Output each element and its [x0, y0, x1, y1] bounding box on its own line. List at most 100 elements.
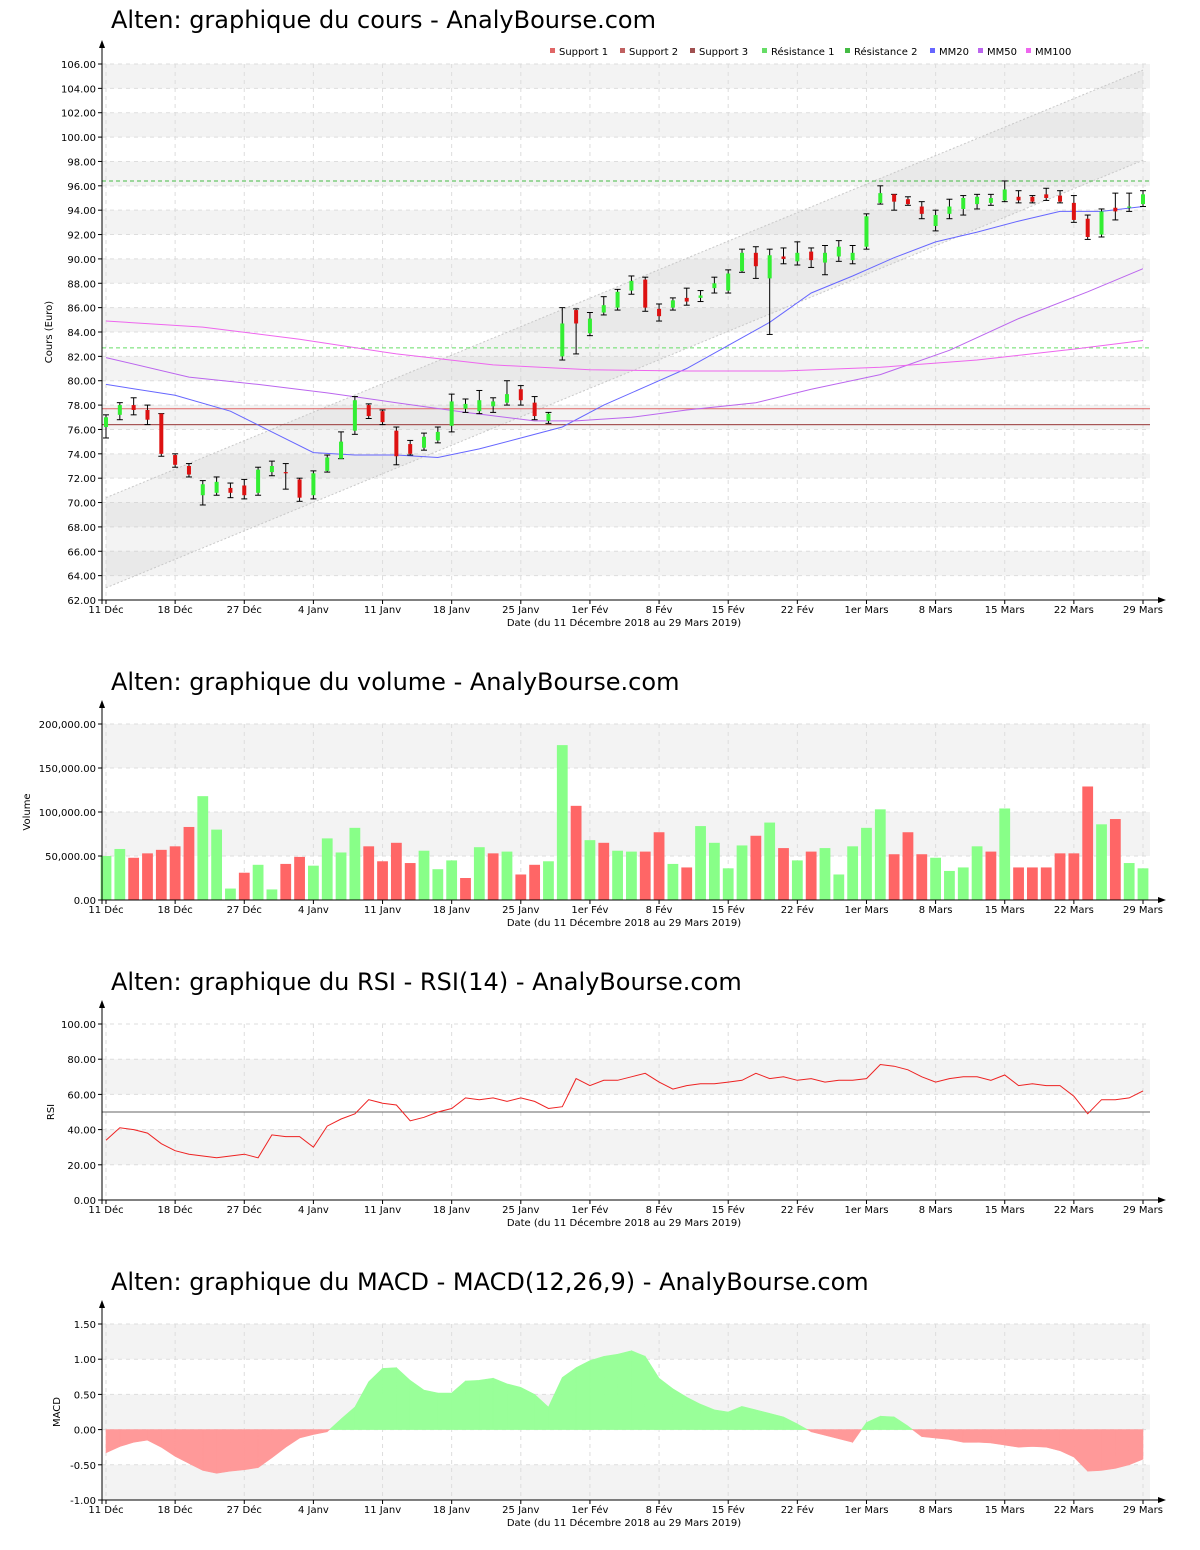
volume-x-tick-label: 22 Fév: [781, 904, 814, 916]
volume-bar: [847, 846, 859, 900]
rsi-x-tick-label: 15 Fév: [712, 1204, 745, 1216]
price-y-tick-label: 66.00: [67, 547, 96, 558]
volume-bar: [100, 856, 112, 900]
volume-bar: [667, 863, 679, 900]
volume-x-tick-label: 1er Fév: [571, 904, 608, 916]
rsi-x-tick-label: 25 Janv: [502, 1205, 539, 1216]
price-y-tick-label: 70.00: [67, 499, 96, 510]
candle: [614, 288, 621, 311]
volume-y-tick-label: 50,000.00: [45, 852, 96, 863]
price-x-tick-label: 15 Fév: [712, 604, 745, 616]
volume-bar: [1109, 819, 1121, 900]
candle-body: [850, 252, 855, 261]
volume-bar: [501, 851, 513, 900]
volume-y-axis-label: Volume: [22, 793, 33, 830]
volume-grid-band: [102, 724, 1150, 768]
volume-bar: [778, 848, 789, 900]
volume-bar: [515, 874, 527, 900]
candle: [1070, 195, 1077, 223]
mm20-line: [105, 206, 1144, 459]
rsi-x-tick-label: 22 Fév: [781, 1204, 814, 1216]
volume-x-tick-label: 29 Mars: [1123, 905, 1163, 916]
volume-bar: [612, 850, 623, 900]
volume-x-axis-label: Date (du 11 Décembre 2018 au 29 Mars 201…: [507, 917, 741, 929]
candle: [697, 290, 704, 303]
candle-body: [352, 400, 357, 431]
candle: [1029, 195, 1036, 204]
candle: [725, 269, 732, 294]
volume-bar: [1026, 867, 1038, 900]
candle-body: [173, 455, 178, 465]
macd-x-tick-label: 11 Déc: [88, 1504, 123, 1516]
candle: [296, 477, 303, 502]
candle: [656, 303, 663, 322]
rsi-x-tick-label: 11 Déc: [88, 1204, 123, 1216]
candle-body: [504, 394, 509, 403]
price-x-tick-label: 29 Mars: [1123, 605, 1163, 616]
candle: [849, 245, 856, 265]
volume-bar: [1123, 863, 1135, 900]
candle: [255, 466, 262, 496]
candle-body: [269, 466, 274, 473]
candle: [1098, 208, 1105, 238]
price-x-tick-label: 4 Janv: [298, 605, 329, 616]
price-y-tick-label: 76.00: [67, 425, 96, 436]
candle-body: [781, 256, 786, 259]
candle: [421, 432, 428, 451]
candle: [503, 380, 510, 406]
volume-bar: [460, 878, 471, 900]
candle: [600, 296, 607, 316]
rsi-x-tick-label: 1er Mars: [845, 1205, 889, 1216]
candle-body: [767, 255, 772, 279]
price-x-tick-label: 18 Déc: [158, 604, 193, 616]
candle: [974, 193, 981, 210]
rsi-x-tick-label: 22 Mars: [1054, 1205, 1094, 1216]
candle-body: [601, 305, 606, 313]
price-x-tick-label: 25 Janv: [502, 605, 539, 616]
rsi-x-tick-label: 8 Mars: [919, 1205, 953, 1216]
mm50-line: [105, 268, 1144, 422]
volume-chart-panel: Alten: graphique du volume - AnalyBourse…: [0, 662, 1200, 942]
price-x-axis-arrow: [1158, 597, 1166, 603]
legend-label: MM20: [939, 47, 969, 58]
rsi-chart-panel: Alten: graphique du RSI - RSI(14) - Anal…: [0, 962, 1200, 1242]
volume-bar: [833, 874, 845, 900]
macd-y-tick-label: -0.50: [70, 1461, 96, 1472]
volume-bar: [377, 861, 388, 900]
volume-bar: [335, 852, 347, 900]
legend-label: MM100: [1035, 47, 1071, 58]
price-chart-panel: Alten: graphique du cours - AnalyBourse.…: [0, 0, 1200, 640]
volume-bar: [1068, 853, 1080, 900]
candle-body: [684, 297, 689, 302]
price-y-tick-label: 80.00: [67, 377, 96, 388]
macd-x-tick-label: 18 Déc: [158, 1504, 193, 1516]
volume-x-tick-label: 22 Mars: [1054, 905, 1094, 916]
candle: [1001, 180, 1008, 203]
candle-body: [560, 323, 565, 357]
price-grid-band: [102, 161, 1150, 186]
volume-x-tick-label: 27 Déc: [227, 904, 262, 916]
rsi-x-tick-label: 18 Janv: [433, 1205, 470, 1216]
volume-bar: [556, 745, 568, 900]
macd-x-tick-label: 11 Janv: [364, 1505, 401, 1516]
macd-negative-area: [105, 1429, 1144, 1474]
candle-body: [297, 479, 302, 498]
price-y-tick-label: 104.00: [61, 84, 96, 95]
legend-label: Support 1: [559, 47, 608, 58]
candle-body: [380, 411, 385, 423]
price-y-tick-label: 102.00: [61, 109, 96, 120]
candle: [683, 287, 690, 306]
candle: [1140, 190, 1146, 208]
price-y-tick-label: 90.00: [67, 255, 96, 266]
price-y-axis-arrow: [99, 40, 105, 48]
candle-body: [1030, 196, 1035, 202]
candle: [573, 308, 580, 355]
rsi-y-tick-label: 80.00: [67, 1055, 96, 1066]
rsi-y-tick-label: 40.00: [67, 1126, 96, 1137]
candle-body: [131, 405, 136, 410]
price-x-tick-label: 1er Mars: [845, 605, 889, 616]
candle-body: [1127, 206, 1132, 208]
volume-bar: [529, 864, 541, 900]
candle-body: [339, 441, 344, 459]
candle: [351, 396, 358, 435]
